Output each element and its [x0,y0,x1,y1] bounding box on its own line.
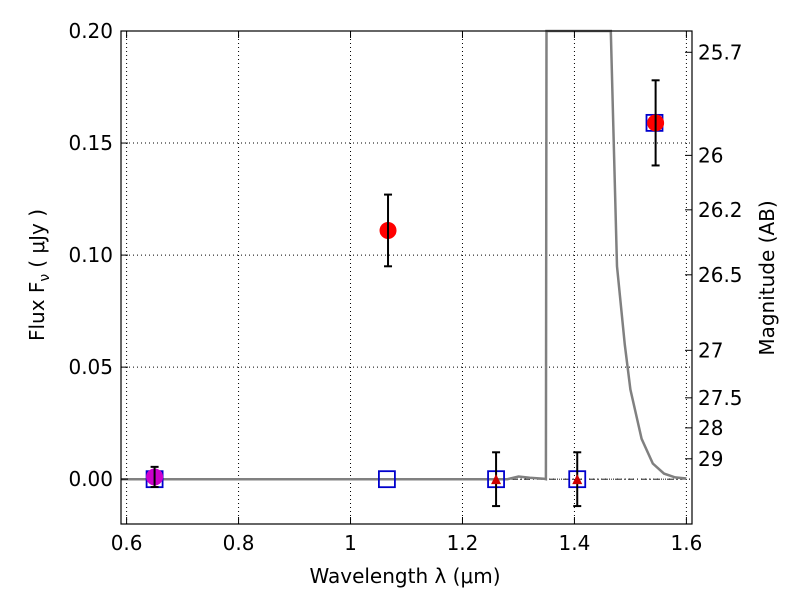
magnitude-tick-label: 26 [698,143,723,167]
magnitude-tick-label: 26.5 [698,263,743,287]
y-axis-title: Flux Fν ( μJy ) [25,209,53,341]
y-tick-label: 0.00 [68,467,113,491]
error-bar [651,79,660,167]
ticks: 0.6 0.8 1 1.2 1.4 1.6 0.00 0.05 0.10 0.15 0.20 25.7… [68,19,742,555]
upper-limit-marker [572,474,583,485]
y-tick-label: 0.05 [68,355,113,379]
axes-frame [120,30,693,525]
error-bar [150,465,159,489]
x-tick-label: 0.6 [111,531,143,555]
y-axis-title-unit: ( μJy ) [25,209,49,268]
upper-limit-marker [491,474,502,485]
x-axis-title: Wavelength λ (μm) [309,564,500,588]
y-axis-title-flux: Flux F [25,282,49,341]
x-tick-label: 1.6 [670,531,702,555]
model-spectrum-line [121,29,687,481]
y-tick-label: 0.10 [68,243,113,267]
magnitude-tick-label: 26.2 [698,198,743,222]
y-tick-label: 0.15 [68,131,113,155]
x-tick-label: 0.8 [223,531,255,555]
x-tick-label: 1 [344,531,357,555]
y-tick-label: 0.20 [68,19,113,43]
y-axis-title-subscript: ν [37,274,53,282]
error-bar [384,193,393,268]
magnitude-tick-label: 29 [698,447,723,471]
magnitude-tick-label: 28 [698,416,723,440]
plot-area [121,29,687,508]
x-tick-label: 1.4 [559,531,591,555]
magnitude-axis-title: Magnitude (AB) [755,200,779,355]
magnitude-tick-label: 27.5 [698,386,743,410]
magnitude-tick-label: 25.7 [698,40,743,64]
model-band-marker [378,470,396,489]
magnitude-tick-label: 27 [698,338,723,362]
x-tick-label: 1.2 [447,531,479,555]
